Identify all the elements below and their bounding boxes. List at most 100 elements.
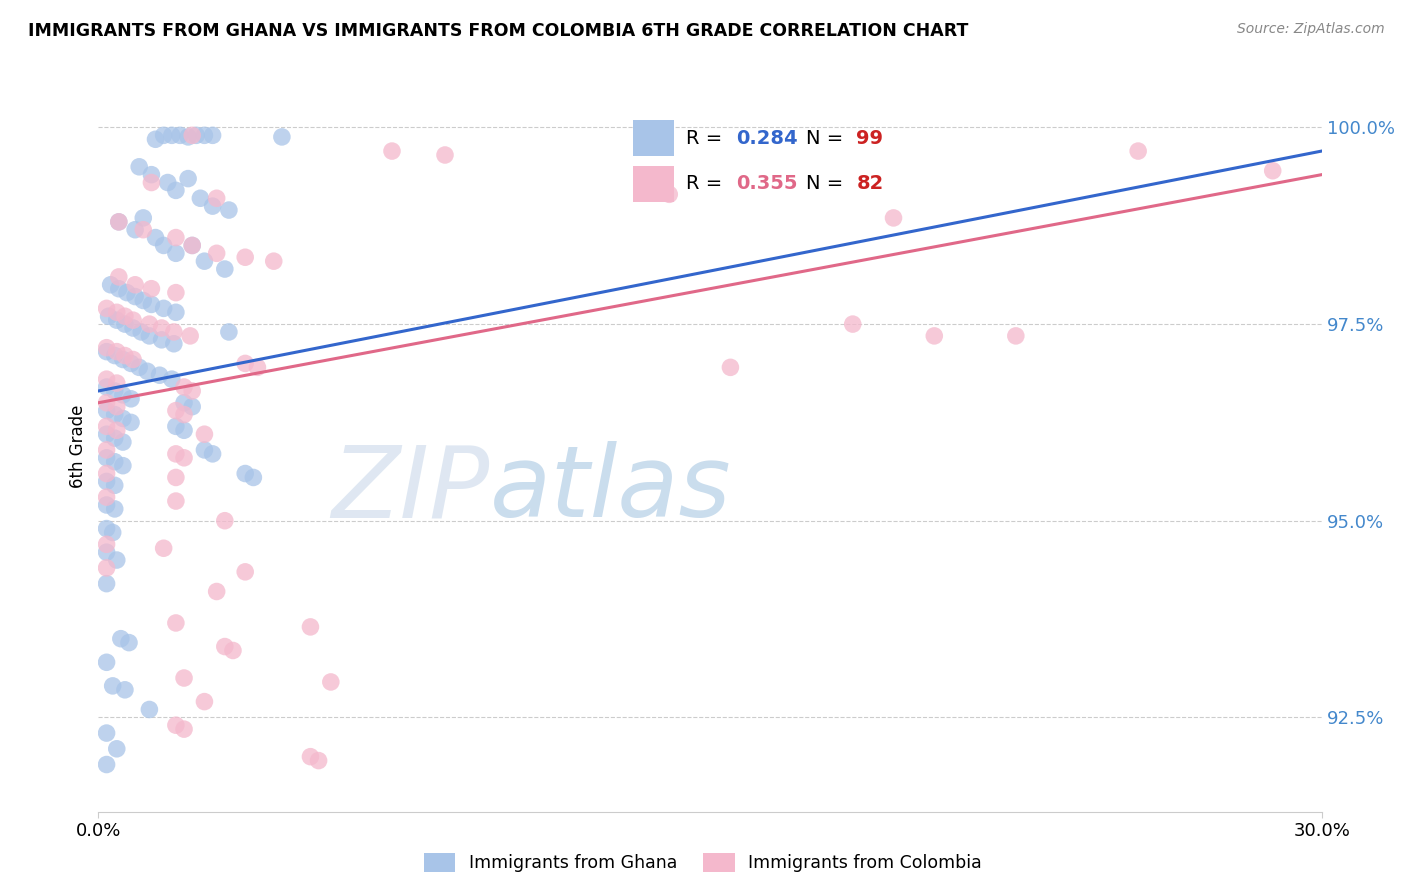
Point	[105, 423, 128, 437]
Text: R =: R =	[686, 128, 728, 148]
Point	[128, 360, 150, 375]
Text: R =: R =	[686, 174, 728, 193]
Point	[132, 293, 155, 308]
Point	[115, 285, 138, 300]
Point	[149, 368, 172, 383]
Point	[173, 722, 195, 736]
Point	[128, 160, 150, 174]
Point	[233, 250, 256, 264]
Point	[173, 671, 195, 685]
Point	[105, 376, 128, 390]
Y-axis label: 6th Grade: 6th Grade	[69, 404, 87, 488]
Point	[181, 238, 204, 252]
Point	[145, 230, 167, 244]
Point	[105, 400, 128, 414]
Point	[145, 132, 167, 146]
Point	[270, 129, 294, 144]
Point	[104, 502, 127, 516]
Point	[263, 254, 285, 268]
Point	[433, 148, 456, 162]
Point	[201, 199, 224, 213]
Point	[114, 317, 136, 331]
Point	[1128, 144, 1150, 158]
Point	[214, 640, 236, 654]
Point	[150, 321, 173, 335]
Point	[141, 297, 163, 311]
Text: IMMIGRANTS FROM GHANA VS IMMIGRANTS FROM COLOMBIA 6TH GRADE CORRELATION CHART: IMMIGRANTS FROM GHANA VS IMMIGRANTS FROM…	[28, 22, 969, 40]
Point	[111, 435, 134, 450]
Point	[108, 269, 131, 284]
Point	[108, 215, 131, 229]
Point	[96, 561, 118, 575]
Point	[165, 470, 187, 484]
Point	[152, 301, 174, 316]
Point	[718, 360, 742, 375]
Point	[165, 246, 187, 260]
Point	[105, 344, 128, 359]
Point	[165, 403, 187, 417]
Point	[141, 168, 163, 182]
Point	[1261, 163, 1284, 178]
Text: 0.284: 0.284	[735, 128, 797, 148]
Text: 0.355: 0.355	[735, 174, 797, 193]
Point	[165, 183, 187, 197]
Point	[179, 329, 201, 343]
Point	[173, 396, 195, 410]
Point	[156, 176, 179, 190]
Point	[96, 475, 118, 489]
Point	[163, 325, 186, 339]
Point	[222, 643, 245, 657]
Point	[114, 349, 136, 363]
Point	[96, 655, 118, 669]
Point	[218, 202, 240, 217]
Point	[138, 702, 160, 716]
Point	[122, 313, 145, 327]
Point	[104, 408, 127, 422]
Point	[160, 372, 183, 386]
Point	[658, 187, 681, 202]
Point	[122, 321, 145, 335]
Point	[136, 364, 159, 378]
Point	[111, 388, 134, 402]
Point	[246, 360, 269, 375]
Point	[883, 211, 905, 225]
Point	[111, 352, 134, 367]
Point	[96, 498, 118, 512]
Point	[193, 695, 215, 709]
Point	[165, 615, 187, 630]
Point	[165, 285, 187, 300]
Text: 99: 99	[856, 128, 883, 148]
Point	[110, 632, 132, 646]
Point	[181, 400, 204, 414]
Point	[114, 682, 136, 697]
Point	[122, 352, 145, 367]
Point	[299, 749, 322, 764]
Point	[96, 344, 118, 359]
Point	[152, 541, 174, 556]
Point	[104, 431, 127, 445]
Point	[96, 576, 118, 591]
Point	[922, 329, 945, 343]
Point	[101, 679, 124, 693]
Point	[120, 392, 142, 406]
Point	[96, 403, 118, 417]
Point	[101, 525, 124, 540]
Point	[105, 313, 128, 327]
Point	[173, 423, 195, 437]
Point	[96, 442, 118, 457]
Point	[193, 427, 215, 442]
Point	[96, 537, 118, 551]
Point	[152, 238, 174, 252]
Point	[160, 128, 183, 143]
Point	[165, 494, 187, 508]
Point	[218, 325, 240, 339]
Point	[96, 726, 118, 740]
Point	[841, 317, 863, 331]
Point	[105, 741, 128, 756]
Point	[104, 384, 127, 398]
Legend: Immigrants from Ghana, Immigrants from Colombia: Immigrants from Ghana, Immigrants from C…	[416, 846, 990, 879]
Point	[214, 262, 236, 277]
Point	[96, 372, 118, 386]
Point	[105, 553, 128, 567]
Point	[96, 301, 118, 316]
